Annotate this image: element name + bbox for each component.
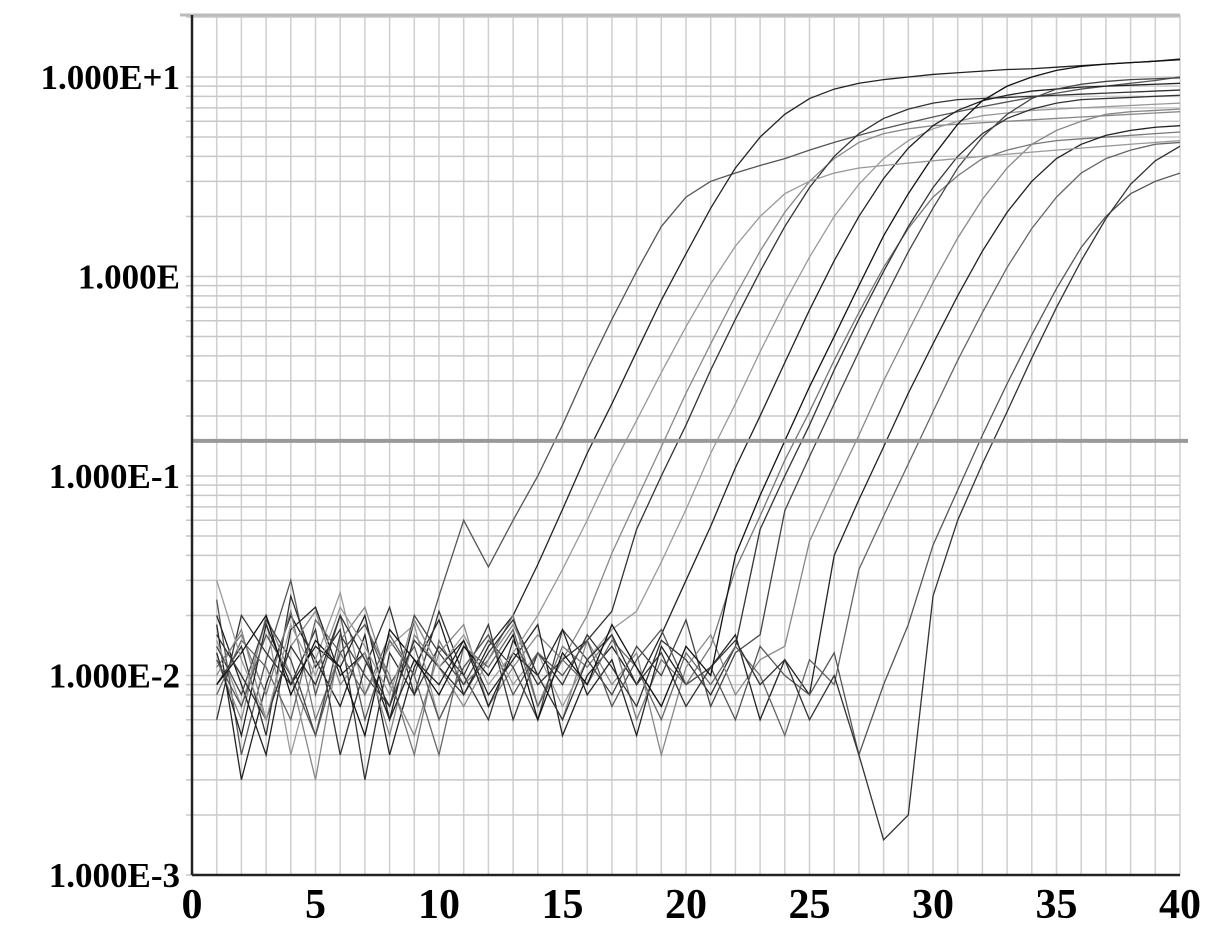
x-tick-label: 15 (542, 882, 584, 927)
y-tick-label: 1.000E-1 (49, 457, 180, 496)
x-tick-label: 5 (305, 882, 326, 927)
amplification-curve (216, 172, 1180, 758)
amplification-curve (216, 58, 1180, 780)
y-tick-label: 1.000E+1 (40, 58, 180, 97)
x-tick-label: 35 (1036, 882, 1078, 927)
amplification-curve (216, 89, 1180, 780)
amplification-curve (216, 82, 1180, 758)
x-tick-label: 10 (418, 882, 460, 927)
y-tick-label: 1.000E (78, 258, 180, 297)
y-tick-label: 1.000E-3 (49, 856, 180, 895)
grid (186, 15, 1181, 876)
x-tick-label: 30 (912, 882, 954, 927)
amplification-curve (216, 59, 1180, 738)
amplification-curve (216, 77, 1180, 738)
x-tick-label: 0 (182, 882, 203, 927)
x-tick-labels: 0 5 10 15 20 25 30 35 40 (182, 882, 1202, 927)
y-tick-label: 1.000E-2 (49, 657, 180, 696)
x-tick-label: 25 (789, 882, 831, 927)
amplification-curve (216, 94, 1180, 756)
series-lines (216, 58, 1180, 842)
x-tick-label: 20 (665, 882, 707, 927)
y-tick-labels: 1.000E+1 1.000E 1.000E-1 1.000E-2 1.000E-3 (40, 58, 180, 895)
amplification-curve (216, 141, 1180, 758)
amplification-curve (216, 111, 1180, 780)
amplification-curve (216, 108, 1180, 758)
x-tick-label: 40 (1159, 882, 1201, 927)
axes (180, 13, 1180, 877)
amplification-curve (216, 139, 1180, 722)
